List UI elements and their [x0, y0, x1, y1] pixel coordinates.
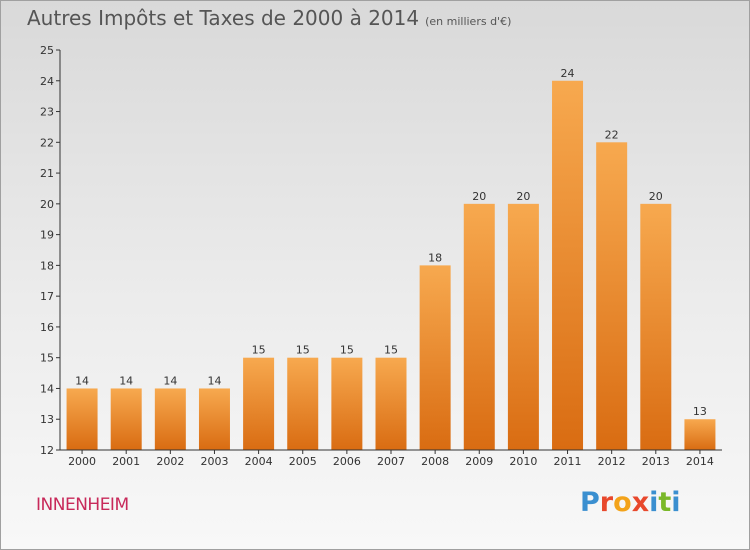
bar-value-label: 15	[296, 344, 310, 357]
bar-2014	[684, 419, 716, 450]
y-tick-label: 14	[40, 382, 54, 395]
x-tick-label: 2000	[68, 455, 96, 468]
logo-letter: r	[599, 487, 614, 518]
bar-value-label: 15	[252, 344, 266, 357]
x-tick-label: 2002	[156, 455, 184, 468]
bar-value-label: 14	[207, 374, 221, 387]
logo-letter: t	[658, 487, 672, 518]
bar-value-label: 14	[119, 374, 133, 387]
y-tick-label: 21	[40, 167, 54, 180]
y-tick-label: 18	[40, 259, 54, 272]
y-tick-label: 17	[40, 290, 54, 303]
chart-unit: (en milliers d'€)	[425, 15, 512, 28]
bar-2012	[596, 142, 628, 451]
bar-value-label: 24	[561, 67, 575, 80]
x-tick-label: 2004	[245, 455, 273, 468]
x-tick-label: 2006	[333, 455, 361, 468]
logo-letter: P	[580, 487, 600, 518]
bar-2007	[375, 357, 407, 450]
x-tick-label: 2007	[377, 455, 405, 468]
bar-value-label: 20	[649, 190, 663, 203]
bar-2001	[110, 388, 142, 450]
bar-2006	[331, 357, 363, 450]
bars: 14 14 14 14 15 15 15 15 18 20 20 24 22 20 13	[66, 67, 716, 451]
x-tick-label: 2011	[554, 455, 582, 468]
y-tick-label: 12	[40, 444, 54, 457]
x-axis: 2000 2001 2002 2003 2004 2005 2006 2007 2008 2009…	[60, 449, 722, 468]
town-name: INNENHEIM	[36, 495, 129, 515]
logo-letter: o	[613, 487, 632, 518]
proxiti-logo[interactable]: Proxiti	[580, 487, 681, 518]
bar-value-label: 15	[384, 344, 398, 357]
x-tick-label: 2008	[421, 455, 449, 468]
bar-value-label: 13	[693, 405, 707, 418]
x-tick-label: 2014	[686, 455, 714, 468]
y-tick-label: 24	[40, 75, 54, 88]
x-tick-label: 2010	[509, 455, 537, 468]
x-tick-label: 2009	[465, 455, 493, 468]
y-tick-label: 13	[40, 413, 54, 426]
x-tick-label: 2001	[112, 455, 140, 468]
logo-letter: i	[649, 487, 659, 518]
y-axis: 12 13 14 15 16 17 18 19 20 21 22 23 24 25	[40, 44, 61, 457]
y-tick-label: 25	[40, 44, 54, 57]
bar-2011	[552, 80, 584, 451]
chart-title: Autres Impôts et Taxes de 2000 à 2014 (en…	[27, 6, 511, 30]
bar-value-label: 22	[605, 128, 619, 141]
bar-value-label: 20	[472, 190, 486, 203]
bar-2000	[66, 388, 98, 450]
y-tick-label: 22	[40, 136, 54, 149]
chart-title-text: Autres Impôts et Taxes de 2000 à 2014	[27, 6, 420, 30]
bar-2003	[198, 388, 230, 450]
bar-2010	[507, 203, 539, 450]
logo-letter: i	[671, 487, 681, 518]
x-tick-label: 2003	[200, 455, 228, 468]
x-tick-label: 2013	[642, 455, 670, 468]
x-tick-label: 2012	[598, 455, 626, 468]
bar-2013	[640, 203, 672, 450]
bar-2002	[154, 388, 186, 450]
bar-2009	[463, 203, 495, 450]
y-tick-label: 20	[40, 198, 54, 211]
bar-2005	[287, 357, 319, 450]
bar-value-label: 14	[163, 374, 177, 387]
bar-value-label: 15	[340, 344, 354, 357]
logo-letter: x	[631, 487, 650, 518]
y-tick-label: 15	[40, 352, 54, 365]
y-tick-label: 19	[40, 229, 54, 242]
bar-value-label: 20	[516, 190, 530, 203]
x-tick-label: 2005	[289, 455, 317, 468]
bar-value-label: 18	[428, 251, 442, 264]
y-tick-label: 23	[40, 106, 54, 119]
bar-2008	[419, 265, 451, 450]
bar-value-label: 14	[75, 374, 89, 387]
bar-2004	[243, 357, 275, 450]
y-tick-label: 16	[40, 321, 54, 334]
